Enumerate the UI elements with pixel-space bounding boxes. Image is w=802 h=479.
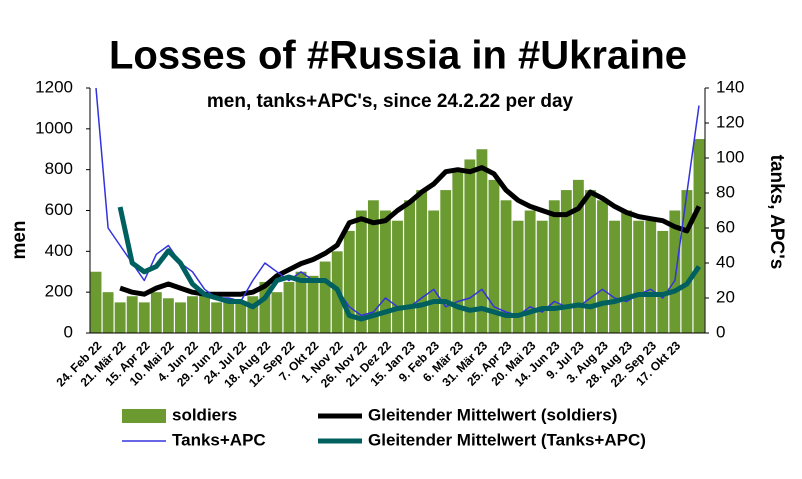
y2-axis-label: tanks, APC's (766, 155, 787, 270)
y-tick-label: 1000 (35, 118, 73, 137)
bar (247, 296, 259, 333)
bar (271, 292, 283, 333)
y2-tick-label: 40 (716, 252, 735, 271)
bar (187, 296, 198, 333)
bar (175, 302, 186, 333)
bar (512, 220, 524, 333)
bar (162, 298, 174, 333)
bar (452, 169, 464, 333)
line (119, 165, 702, 297)
legend-label: Tanks+APC (172, 430, 266, 449)
y-tick-label: 0 (64, 322, 73, 341)
bar (500, 200, 512, 333)
bar (283, 281, 295, 333)
bar (211, 302, 223, 333)
bar (367, 200, 379, 333)
bar (609, 220, 620, 333)
bar (380, 210, 391, 333)
bar (343, 230, 355, 333)
bar (645, 220, 657, 333)
y2-tick-label: 80 (716, 182, 735, 201)
y-tick-label: 1200 (35, 77, 73, 96)
bar (476, 149, 488, 333)
y2-tick-label: 140 (716, 77, 744, 96)
y-tick-label: 600 (45, 200, 73, 219)
bar (560, 190, 572, 333)
bar (355, 210, 367, 333)
bar (416, 190, 428, 333)
chart-subtitle: men, tanks+APC's, since 24.2.22 per day (207, 91, 574, 112)
bar (90, 271, 102, 333)
bar (440, 190, 452, 333)
bar (669, 210, 681, 333)
y2-tick-label: 0 (716, 322, 725, 341)
bar (524, 210, 536, 333)
legend-label: Gleitender Mittelwert (Tanks+APC) (368, 430, 646, 449)
bar (126, 296, 138, 333)
bar (199, 292, 210, 333)
legend-swatch (122, 409, 166, 423)
y2-tick-label: 120 (716, 112, 744, 131)
bar (404, 200, 415, 333)
bar (548, 200, 560, 333)
y2-tick-label: 100 (716, 147, 744, 166)
legend-label: Gleitender Mittelwert (soldiers) (368, 405, 617, 424)
bar (114, 302, 126, 333)
bar (307, 275, 319, 333)
chart-title: Losses of #Russia in #Ukraine (109, 34, 687, 78)
bar (621, 210, 633, 333)
bar (464, 159, 476, 333)
y-tick-label: 400 (45, 241, 73, 260)
bar (633, 220, 645, 333)
bar (693, 139, 705, 333)
bar (235, 302, 247, 333)
y-tick-label: 800 (45, 159, 73, 178)
legend-label: soldiers (172, 405, 237, 424)
y2-tick-label: 20 (716, 287, 735, 306)
bar (536, 220, 548, 333)
bar (585, 190, 596, 333)
bar (657, 230, 669, 333)
line (117, 206, 702, 322)
bar (488, 179, 500, 333)
bar (102, 292, 114, 333)
bar (150, 292, 162, 333)
y-tick-label: 200 (45, 282, 73, 301)
bar (597, 200, 608, 333)
bar (295, 271, 307, 333)
bar (428, 210, 440, 333)
bar (681, 190, 693, 333)
bar (138, 302, 150, 333)
bar (319, 261, 331, 333)
bar (223, 298, 235, 333)
bar (392, 220, 403, 333)
y2-tick-label: 60 (716, 217, 735, 236)
bar (572, 179, 584, 333)
y-axis-label: men (9, 220, 30, 259)
bar (259, 281, 271, 333)
